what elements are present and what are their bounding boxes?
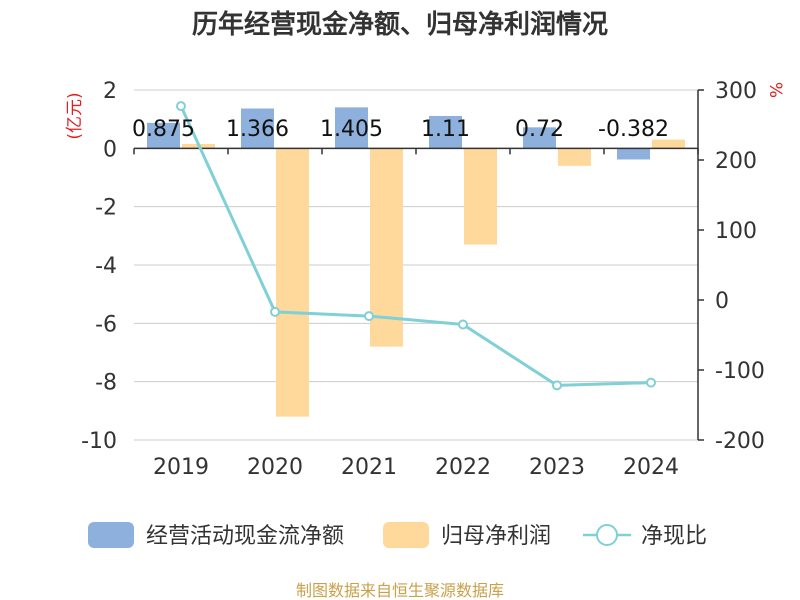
data-labels: 0.875 1.366 1.405 1.11 0.72 -0.382 xyxy=(132,117,669,142)
x-tick-label: 2021 xyxy=(341,455,397,480)
left-tick-label: -4 xyxy=(95,254,117,279)
x-axis: 2019 2020 2021 2022 2023 2024 xyxy=(133,147,699,480)
left-tick-label: -6 xyxy=(95,312,117,337)
grid-lines xyxy=(134,89,698,441)
cashflow-bar xyxy=(335,107,368,149)
ratio-point xyxy=(646,377,656,388)
cashflow-value-label: 0.72 xyxy=(515,117,564,142)
ratio-line xyxy=(176,101,656,391)
bars xyxy=(147,107,685,417)
right-tick-label: 200 xyxy=(715,149,757,174)
netprofit-bar xyxy=(558,148,591,166)
legend-label: 归母净利润 xyxy=(441,524,551,549)
legend-swatch xyxy=(383,522,429,548)
right-axis-unit: % xyxy=(765,82,785,98)
legend-swatch xyxy=(88,522,134,548)
left-tick-label: 0 xyxy=(103,137,117,162)
cashflow-value-label: 0.875 xyxy=(132,117,195,142)
ratio-line-path xyxy=(179,105,652,387)
legend: 经营活动现金流净额 归母净利润 净现比 xyxy=(88,522,707,549)
legend-marker xyxy=(596,524,618,546)
netprofit-bar xyxy=(464,148,497,245)
cashflow-value-label: -0.382 xyxy=(598,117,669,142)
legend-label: 经营活动现金流净额 xyxy=(146,524,344,549)
cashflow-value-label: 1.405 xyxy=(320,117,383,142)
ratio-point xyxy=(176,101,186,112)
netprofit-bar xyxy=(652,139,685,149)
cashflow-bar xyxy=(241,108,274,149)
source-note: 制图数据来自恒生聚源数据库 xyxy=(296,581,504,600)
x-tick-label: 2023 xyxy=(529,455,585,480)
left-axis: 2 0 -2 -4 -6 -8 -10 xyxy=(81,79,117,454)
right-tick-label: -200 xyxy=(715,429,765,454)
right-tick-label: -100 xyxy=(715,359,765,384)
x-tick-label: 2020 xyxy=(247,455,303,480)
right-tick-label: 0 xyxy=(715,289,729,314)
cashflow-bar xyxy=(617,148,650,160)
right-tick-label: 300 xyxy=(715,79,757,104)
netprofit-bar xyxy=(370,148,403,347)
cashflow-bar xyxy=(523,127,556,149)
right-axis: 300 200 100 0 -100 -200 xyxy=(697,79,765,454)
x-tick-label: 2022 xyxy=(435,455,491,480)
left-tick-label: -2 xyxy=(95,196,117,221)
left-tick-label: -8 xyxy=(95,371,117,396)
ratio-point xyxy=(270,306,280,317)
ratio-point xyxy=(364,311,374,322)
x-tick-label: 2024 xyxy=(623,455,679,480)
chart-title: 历年经营现金净额、归母净利润情况 xyxy=(192,9,608,40)
cashflow-bar xyxy=(147,122,180,149)
cashflow-value-label: 1.11 xyxy=(421,117,470,142)
cashflow-value-label: 1.366 xyxy=(226,117,289,142)
cashflow-bar xyxy=(429,115,462,149)
legend-label: 净现比 xyxy=(641,524,707,549)
right-tick-label: 100 xyxy=(715,219,757,244)
ratio-point xyxy=(458,319,468,330)
left-axis-unit: (亿元) xyxy=(65,92,85,139)
left-tick-label: -10 xyxy=(81,429,117,454)
ratio-point xyxy=(552,380,562,391)
left-tick-label: 2 xyxy=(103,79,117,104)
netprofit-bar xyxy=(276,148,309,417)
x-tick-label: 2019 xyxy=(153,455,209,480)
